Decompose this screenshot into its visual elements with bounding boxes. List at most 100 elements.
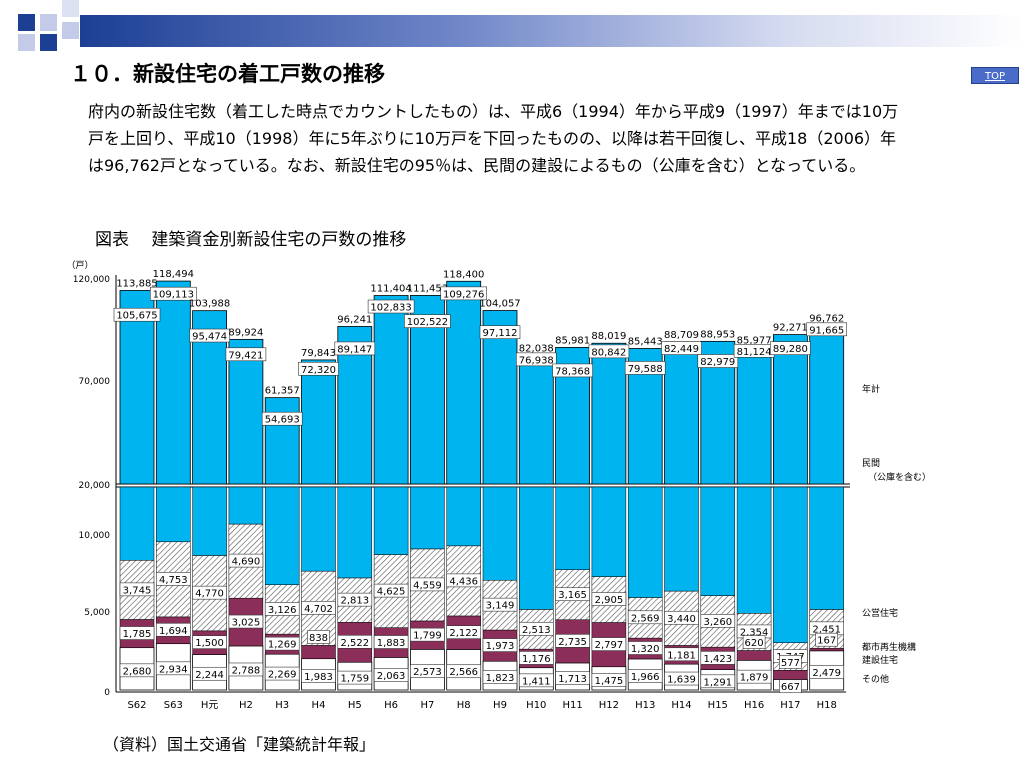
chart-data-labels: 113,885 105,675 3,745 1,785 2,680 118,494 109,… xyxy=(113,269,848,693)
private-label: 89,280 xyxy=(773,344,808,355)
bar-private-lower xyxy=(591,486,627,577)
private-label: 82,449 xyxy=(664,344,699,355)
ur-label: 1,799 xyxy=(413,631,442,642)
other-label: 1,639 xyxy=(667,675,696,686)
other-label-box xyxy=(410,664,445,678)
ur-label-box xyxy=(446,625,482,639)
ur-label-box xyxy=(815,632,839,647)
other-label: 2,566 xyxy=(449,667,478,678)
x-tick-label: H10 xyxy=(526,700,546,711)
x-tick-label: H3 xyxy=(275,700,289,711)
x-tick-label: H14 xyxy=(671,700,691,711)
public-label-box xyxy=(337,592,373,607)
private-label: 79,588 xyxy=(628,364,663,375)
private-label-box xyxy=(225,347,267,362)
private-label-box xyxy=(515,352,557,367)
x-tick-label: H4 xyxy=(312,700,326,711)
deco-square xyxy=(40,34,57,51)
ur-label-box xyxy=(742,635,766,649)
private-label-box xyxy=(113,307,161,322)
public-label-box xyxy=(591,592,627,606)
x-tick-label: H13 xyxy=(635,700,655,711)
bar-private-lower xyxy=(664,486,699,592)
other-label-box xyxy=(264,666,300,681)
bar-private-upper xyxy=(664,341,699,485)
ur-label: 838 xyxy=(309,633,328,644)
bar-private-lower xyxy=(736,486,772,614)
total-label: 85,443 xyxy=(628,336,663,347)
bar-private-lower xyxy=(373,486,409,555)
ur-label-box xyxy=(228,614,264,629)
bar-private-lower xyxy=(228,486,264,525)
private-label-box xyxy=(261,411,303,426)
bar-private-lower xyxy=(627,486,663,598)
bar-private-upper xyxy=(773,334,808,485)
other-label-box xyxy=(228,662,264,677)
ur-label-box xyxy=(192,635,227,649)
total-label: 96,241 xyxy=(337,314,372,325)
private-label: 102,522 xyxy=(407,317,448,328)
x-tick-label: H8 xyxy=(457,700,471,711)
bar-private-lower xyxy=(301,486,336,572)
private-label: 80,842 xyxy=(591,347,626,358)
other-label: 2,244 xyxy=(195,670,224,681)
bar-private-upper xyxy=(301,359,336,485)
public-label-box xyxy=(301,600,336,615)
other-label-box xyxy=(518,673,554,688)
private-label-box xyxy=(404,314,451,328)
private-label-box xyxy=(189,328,230,343)
other-label-box xyxy=(119,663,155,678)
top-link-button[interactable]: TOP xyxy=(971,67,1019,84)
public-label: 3,260 xyxy=(703,617,732,628)
bar-private-lower xyxy=(337,486,373,579)
description-paragraph: 府内の新設住宅数（着工した時点でカウントしたもの）は、平成6（1994）年から平… xyxy=(88,102,899,175)
other-label-box xyxy=(192,666,227,681)
total-label: 88,709 xyxy=(664,330,699,341)
public-label: 3,149 xyxy=(486,601,515,612)
private-label-box xyxy=(806,322,848,337)
public-label: 2,451 xyxy=(812,624,841,635)
ur-label: 620 xyxy=(745,638,764,649)
legend-total: 年計 xyxy=(862,383,880,395)
deco-square xyxy=(62,22,79,39)
bar-private-lower xyxy=(264,486,300,585)
ur-label: 2,522 xyxy=(340,638,369,649)
bar-private-lower xyxy=(809,486,844,610)
other-label: 2,788 xyxy=(232,665,261,676)
other-label-box xyxy=(809,665,845,679)
ur-label-box xyxy=(119,626,155,640)
bar-private-upper xyxy=(155,280,191,485)
ur-label-box xyxy=(627,641,663,655)
x-tick-label: H2 xyxy=(239,700,253,711)
other-label: 1,759 xyxy=(340,674,369,685)
other-label: 2,269 xyxy=(268,670,297,681)
x-tick-label: H15 xyxy=(708,700,728,711)
x-tick-label: H9 xyxy=(493,700,507,711)
ur-label: 2,797 xyxy=(595,640,624,651)
deco-square xyxy=(18,14,35,31)
other-label-box xyxy=(700,674,736,689)
total-label: 79,843 xyxy=(301,348,336,359)
other-label: 1,411 xyxy=(522,676,551,687)
other-label: 1,983 xyxy=(304,672,333,683)
ur-label-box xyxy=(307,630,330,644)
total-label: 96,762 xyxy=(809,313,844,324)
y-tick-label: 0 xyxy=(104,688,110,698)
public-label: 4,753 xyxy=(159,575,188,586)
bar-private-lower xyxy=(773,486,808,643)
legend-ur-sub: 建設住宅 xyxy=(862,654,898,666)
other-label: 2,934 xyxy=(159,664,188,675)
ur-label: 2,122 xyxy=(449,628,478,639)
x-tick-label: H16 xyxy=(744,700,764,711)
total-label: 113,885 xyxy=(116,278,157,289)
other-label: 1,291 xyxy=(703,677,732,688)
total-label: 85,977 xyxy=(737,335,772,346)
ur-label-box xyxy=(518,651,554,665)
legend-private-sub: （公庫を含む） xyxy=(868,471,931,483)
bar-private-lower xyxy=(119,486,155,561)
other-label-box xyxy=(301,669,336,683)
y-tick-label: 70,000 xyxy=(79,377,111,387)
private-label: 81,124 xyxy=(737,347,772,358)
x-tick-label: H5 xyxy=(348,700,362,711)
y-tick-label: 5,000 xyxy=(84,608,110,618)
